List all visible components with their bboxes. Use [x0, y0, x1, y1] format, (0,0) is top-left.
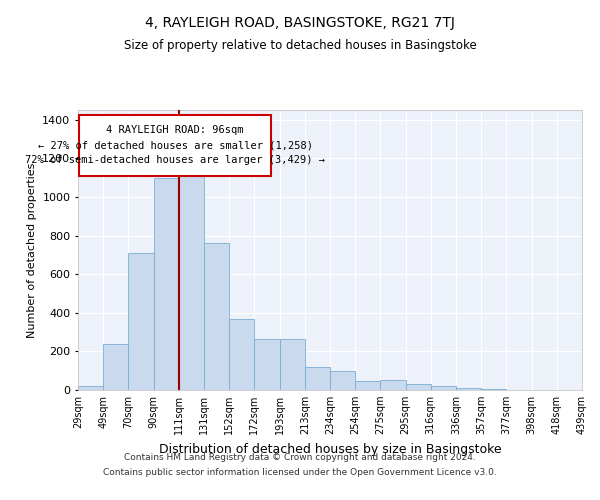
- Bar: [179, 174, 204, 390]
- X-axis label: Distribution of detached houses by size in Basingstoke: Distribution of detached houses by size …: [158, 442, 502, 456]
- Text: 4 RAYLEIGH ROAD: 96sqm
← 27% of detached houses are smaller (1,258)
72% of semi-: 4 RAYLEIGH ROAD: 96sqm ← 27% of detached…: [25, 126, 325, 165]
- Bar: [204, 243, 229, 390]
- Y-axis label: Number of detached properties: Number of detached properties: [26, 162, 37, 338]
- Bar: [280, 339, 305, 390]
- Bar: [330, 370, 355, 390]
- Bar: [229, 318, 254, 390]
- Bar: [380, 380, 406, 390]
- Bar: [355, 382, 380, 390]
- Bar: [254, 339, 280, 390]
- Bar: [103, 344, 128, 390]
- FancyBboxPatch shape: [79, 115, 271, 176]
- Bar: [456, 388, 481, 390]
- Bar: [481, 389, 506, 390]
- Text: Contains public sector information licensed under the Open Government Licence v3: Contains public sector information licen…: [103, 468, 497, 477]
- Bar: [305, 367, 330, 390]
- Text: Size of property relative to detached houses in Basingstoke: Size of property relative to detached ho…: [124, 40, 476, 52]
- Text: 4, RAYLEIGH ROAD, BASINGSTOKE, RG21 7TJ: 4, RAYLEIGH ROAD, BASINGSTOKE, RG21 7TJ: [145, 16, 455, 30]
- Text: Contains HM Land Registry data © Crown copyright and database right 2024.: Contains HM Land Registry data © Crown c…: [124, 453, 476, 462]
- Bar: [78, 386, 103, 390]
- Bar: [128, 253, 154, 390]
- Bar: [406, 384, 431, 390]
- Bar: [154, 178, 179, 390]
- Bar: [431, 386, 456, 390]
